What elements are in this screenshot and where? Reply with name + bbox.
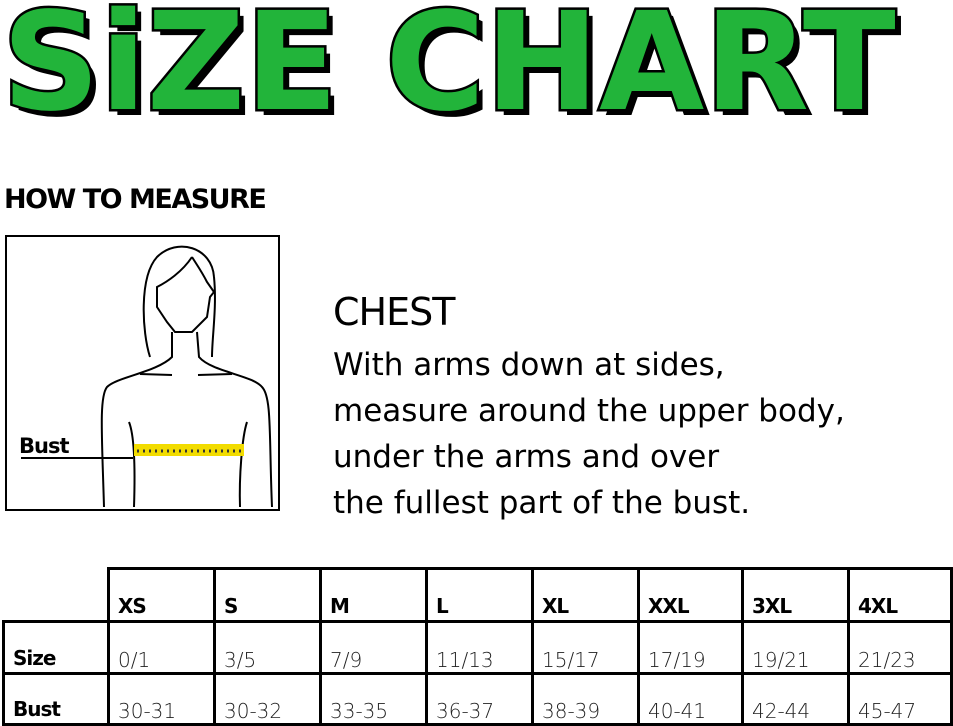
- size-chart-title: SiZE CHART: [0, 0, 898, 142]
- column-header: 4XL: [847, 567, 953, 623]
- column-header: L: [425, 567, 534, 623]
- instruction-line: measure around the upper body,: [333, 393, 845, 429]
- bust-label: Bust: [19, 434, 69, 458]
- measure-figure: Bust: [5, 235, 280, 511]
- size-table: XS S M L XL XXL 3XL 4XL Size 0/1 3/5 7/9…: [2, 567, 953, 726]
- table-cell: 17/19: [637, 620, 744, 675]
- column-header: XL: [531, 567, 640, 623]
- chest-heading: CHEST: [333, 290, 455, 334]
- instruction-line: under the arms and over: [333, 439, 720, 475]
- table-cell: 7/9: [319, 620, 428, 675]
- table-cell: 30-31: [107, 672, 216, 726]
- column-header: XS: [107, 567, 216, 623]
- column-header: 3XL: [741, 567, 850, 623]
- table-cell: 0/1: [107, 620, 216, 675]
- chest-instructions: With arms down at sides, measure around …: [333, 342, 933, 526]
- table-cell: 30-32: [213, 672, 322, 726]
- table-cell: 40-41: [637, 672, 744, 726]
- corner-cell: [3, 568, 110, 623]
- column-header: M: [319, 567, 428, 623]
- header-row: XS S M L XL XXL 3XL 4XL: [3, 567, 953, 623]
- table-cell: 21/23: [847, 620, 953, 675]
- table-row: Size 0/1 3/5 7/9 11/13 15/17 17/19 19/21…: [2, 620, 953, 675]
- table-cell: 33-35: [319, 672, 428, 726]
- measuring-tape: [134, 444, 244, 456]
- table-cell: 11/13: [425, 620, 534, 675]
- column-header: S: [213, 567, 322, 623]
- column-header: XXL: [637, 567, 744, 623]
- instruction-line: the fullest part of the bust.: [333, 485, 751, 521]
- woman-silhouette-icon: Bust: [19, 245, 273, 508]
- table-cell: 3/5: [213, 620, 322, 675]
- table-cell: 15/17: [531, 620, 640, 675]
- instruction-line: With arms down at sides,: [333, 347, 725, 383]
- table-cell: 36-37: [425, 672, 534, 726]
- table-cell: 42-44: [741, 672, 850, 726]
- row-label: Bust: [2, 672, 110, 726]
- table-cell: 38-39: [531, 672, 640, 726]
- how-to-measure-heading: HOW TO MEASURE: [4, 184, 267, 215]
- table-row: Bust 30-31 30-32 33-35 36-37 38-39 40-41…: [2, 672, 953, 726]
- table-cell: 19/21: [741, 620, 850, 675]
- table-cell: 45-47: [847, 672, 953, 726]
- row-label: Size: [2, 620, 110, 675]
